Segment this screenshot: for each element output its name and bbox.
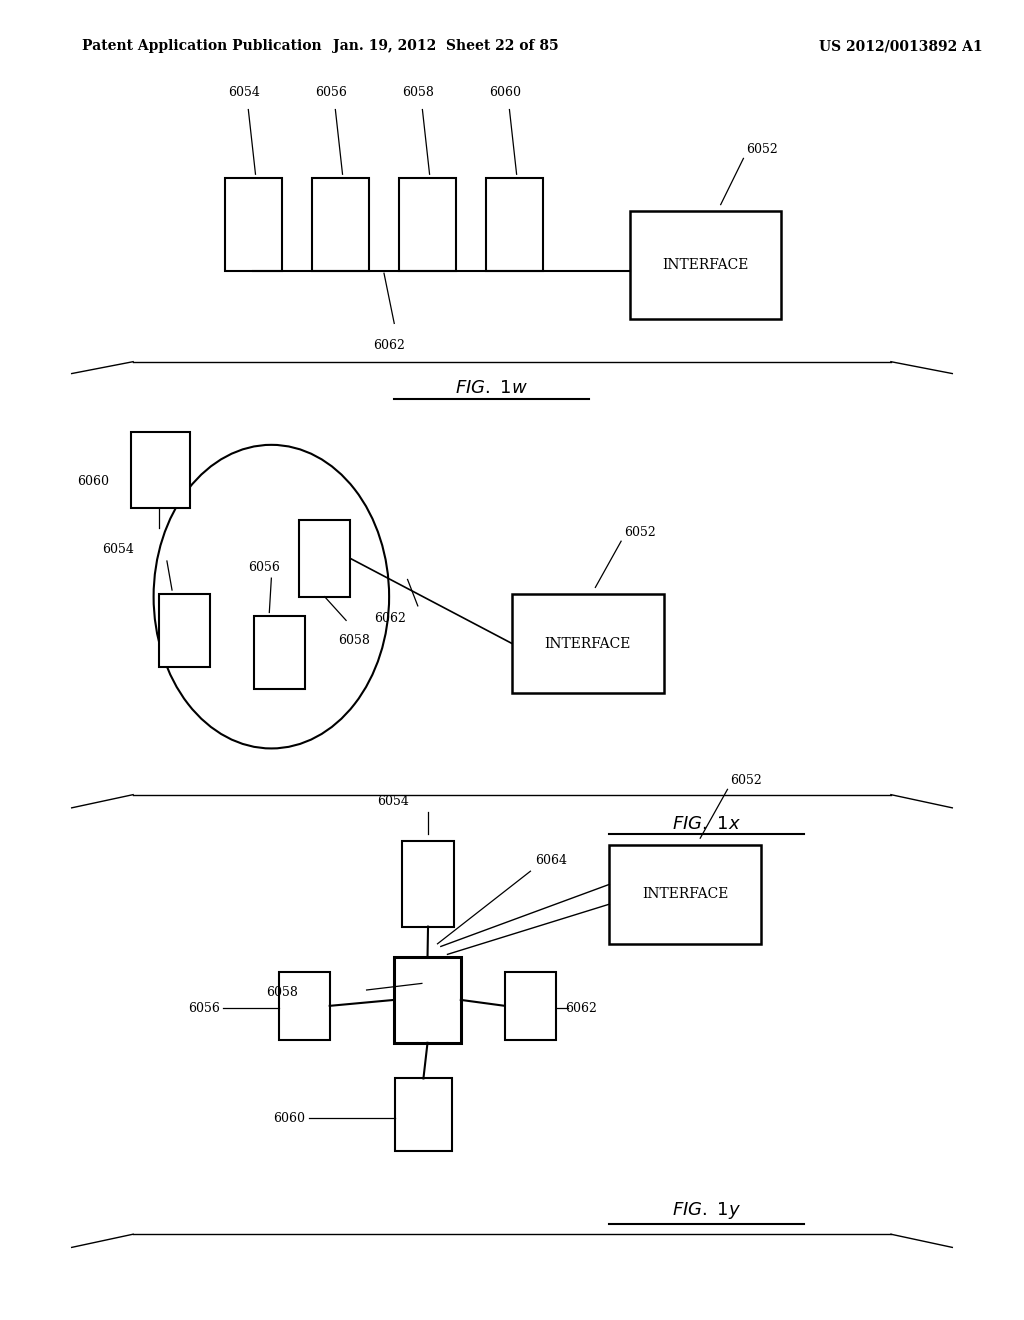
FancyBboxPatch shape	[630, 211, 781, 319]
FancyBboxPatch shape	[254, 616, 305, 689]
Text: 6058: 6058	[401, 86, 434, 99]
FancyBboxPatch shape	[399, 178, 456, 271]
FancyBboxPatch shape	[279, 972, 330, 1040]
Text: 6054: 6054	[377, 795, 409, 808]
FancyBboxPatch shape	[395, 1078, 452, 1151]
FancyBboxPatch shape	[159, 594, 210, 667]
FancyBboxPatch shape	[312, 178, 369, 271]
Text: 6056: 6056	[315, 86, 347, 99]
Text: US 2012/0013892 A1: US 2012/0013892 A1	[819, 40, 983, 53]
Text: 6058: 6058	[266, 986, 298, 999]
Text: $\mathit{FIG.\ 1y}$: $\mathit{FIG.\ 1y}$	[672, 1200, 741, 1221]
Text: 6052: 6052	[746, 143, 778, 156]
FancyBboxPatch shape	[505, 972, 556, 1040]
FancyBboxPatch shape	[512, 594, 664, 693]
Text: 6062: 6062	[374, 612, 406, 626]
Text: 6058: 6058	[338, 634, 370, 647]
Text: 6052: 6052	[730, 774, 762, 787]
Text: INTERFACE: INTERFACE	[663, 259, 749, 272]
Text: 6054: 6054	[102, 543, 134, 556]
Text: INTERFACE: INTERFACE	[545, 636, 631, 651]
Text: 6056: 6056	[248, 561, 280, 574]
FancyBboxPatch shape	[131, 432, 190, 508]
FancyBboxPatch shape	[225, 178, 282, 271]
Text: INTERFACE: INTERFACE	[642, 887, 728, 902]
Text: 6064: 6064	[536, 854, 567, 867]
FancyBboxPatch shape	[394, 957, 461, 1043]
FancyBboxPatch shape	[486, 178, 543, 271]
FancyBboxPatch shape	[402, 841, 454, 927]
Text: 6052: 6052	[625, 525, 656, 539]
Text: 6060: 6060	[488, 86, 521, 99]
Text: 6060: 6060	[273, 1111, 305, 1125]
Text: Jan. 19, 2012  Sheet 22 of 85: Jan. 19, 2012 Sheet 22 of 85	[333, 40, 558, 53]
Text: $\mathit{FIG.\ 1x}$: $\mathit{FIG.\ 1x}$	[672, 814, 741, 833]
Text: 6056: 6056	[188, 1002, 220, 1015]
Text: 6060: 6060	[77, 475, 109, 488]
Text: Patent Application Publication: Patent Application Publication	[82, 40, 322, 53]
Text: 6062: 6062	[373, 339, 406, 352]
Text: $\mathit{FIG.\ 1w}$: $\mathit{FIG.\ 1w}$	[455, 379, 528, 397]
FancyBboxPatch shape	[299, 520, 350, 597]
Text: 6062: 6062	[565, 1002, 597, 1015]
Text: 6054: 6054	[227, 86, 260, 99]
FancyBboxPatch shape	[609, 845, 761, 944]
